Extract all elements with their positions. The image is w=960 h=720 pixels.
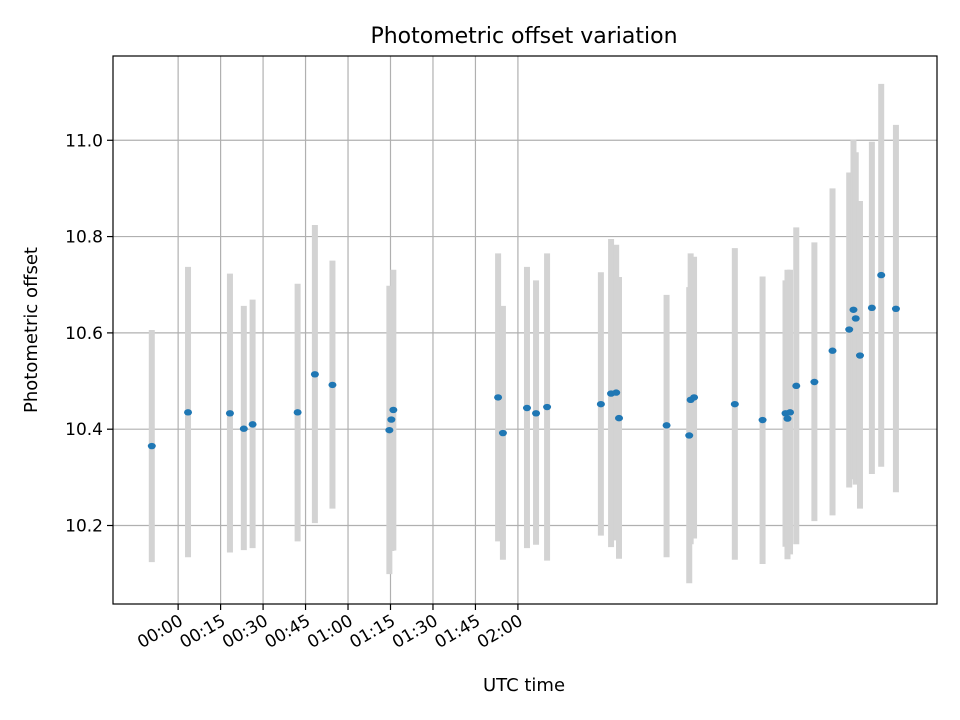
data-point <box>792 382 801 390</box>
x-axis: 00:0000:1500:3000:4501:0001:1501:3001:45… <box>134 604 526 653</box>
data-point <box>615 414 624 422</box>
data-point <box>498 429 507 437</box>
data-point <box>877 271 886 279</box>
data-points <box>147 271 900 450</box>
x-tick-label: 00:00 <box>134 611 186 653</box>
data-point <box>543 403 552 411</box>
data-point <box>867 304 876 312</box>
data-point <box>310 371 319 378</box>
data-point <box>845 326 854 333</box>
data-point <box>783 415 792 422</box>
x-axis-label: UTC time <box>483 675 565 696</box>
y-tick-label: 10.2 <box>65 517 103 537</box>
data-point <box>849 306 858 313</box>
data-point <box>387 416 396 423</box>
y-tick-label: 11.0 <box>65 131 103 151</box>
data-point <box>389 406 398 414</box>
plot-frame <box>112 55 938 605</box>
x-tick-label: 00:15 <box>177 611 229 653</box>
data-point <box>685 432 694 439</box>
data-point <box>662 422 671 429</box>
data-point <box>596 400 605 408</box>
x-tick-label: 01:30 <box>389 611 441 653</box>
data-point <box>851 315 860 322</box>
data-point <box>385 426 394 434</box>
data-point <box>828 347 837 354</box>
x-tick-label: 00:45 <box>262 611 314 653</box>
data-point <box>147 442 156 450</box>
data-point <box>730 400 739 408</box>
x-tick-label: 02:00 <box>474 611 526 653</box>
data-point <box>225 410 234 417</box>
y-tick-label: 10.6 <box>65 324 103 344</box>
data-point <box>328 381 337 389</box>
x-tick-label: 01:15 <box>347 611 399 653</box>
y-tick-label: 10.4 <box>65 420 103 440</box>
data-point <box>239 425 248 432</box>
data-point <box>786 409 795 416</box>
data-point <box>612 389 621 396</box>
data-point <box>690 394 699 401</box>
data-point <box>891 305 900 313</box>
data-point <box>855 352 864 359</box>
x-tick-label: 00:30 <box>219 611 271 653</box>
data-point <box>810 378 819 386</box>
data-point <box>494 394 503 401</box>
data-point <box>293 409 302 416</box>
data-point <box>184 409 193 416</box>
y-axis: 10.2 10.4 10.6 10.8 11.0 <box>65 131 113 537</box>
data-point <box>758 416 767 424</box>
chart-title: Photometric offset variation <box>370 24 677 49</box>
y-axis-label: Photometric offset <box>21 247 42 413</box>
x-tick-label: 01:45 <box>432 611 484 653</box>
data-point <box>522 404 531 412</box>
data-point <box>532 410 541 417</box>
x-tick-label: 01:00 <box>304 611 356 653</box>
y-tick-label: 10.8 <box>65 228 103 248</box>
data-point <box>248 421 257 428</box>
